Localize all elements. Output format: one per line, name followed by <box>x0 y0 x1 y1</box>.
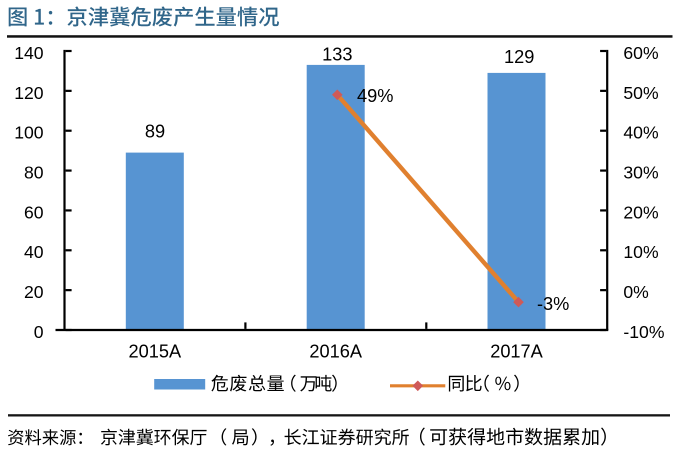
svg-text:89: 89 <box>145 122 165 142</box>
svg-text:40: 40 <box>24 242 44 262</box>
svg-text:129: 129 <box>504 47 534 67</box>
svg-text:2015A: 2015A <box>129 342 182 362</box>
svg-text:60: 60 <box>24 202 44 222</box>
svg-text:60%: 60% <box>623 43 659 63</box>
svg-text:100: 100 <box>14 123 44 143</box>
svg-text:2016A: 2016A <box>309 342 362 362</box>
svg-text:30%: 30% <box>623 163 659 183</box>
svg-text:80: 80 <box>24 163 44 183</box>
svg-text:133: 133 <box>322 45 352 65</box>
svg-text:40%: 40% <box>623 123 659 143</box>
svg-text:49%: 49% <box>357 86 393 106</box>
svg-text:120: 120 <box>14 83 44 103</box>
svg-text:0%: 0% <box>623 282 649 302</box>
svg-text:20: 20 <box>24 282 44 302</box>
svg-text:140: 140 <box>14 43 44 63</box>
svg-text:50%: 50% <box>623 83 659 103</box>
svg-text:-10%: -10% <box>623 322 664 342</box>
svg-text:-3%: -3% <box>537 294 569 314</box>
svg-text:10%: 10% <box>623 242 659 262</box>
svg-text:0: 0 <box>34 322 44 342</box>
svg-text:2017A: 2017A <box>490 342 543 362</box>
svg-text:20%: 20% <box>623 202 659 222</box>
